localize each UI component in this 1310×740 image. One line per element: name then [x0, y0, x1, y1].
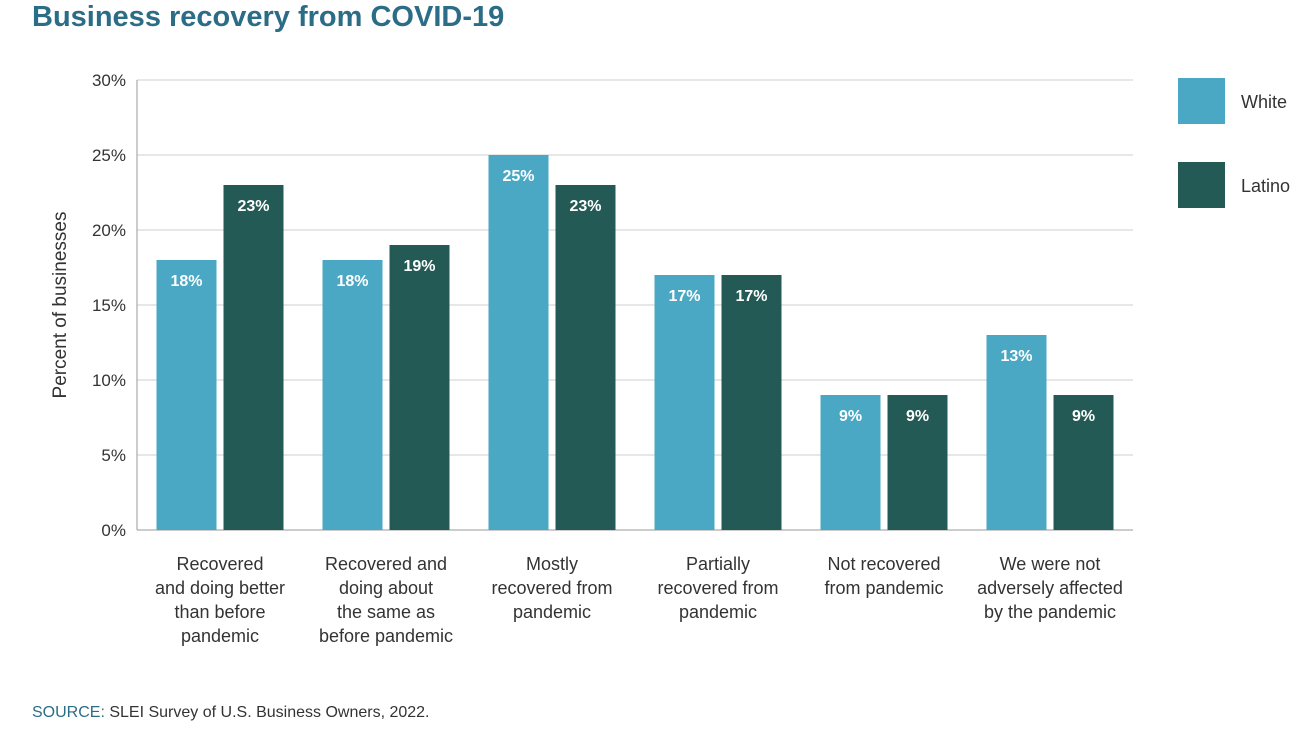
data-label: 17%: [735, 288, 767, 305]
data-label: 13%: [1000, 348, 1032, 365]
bar-white: [488, 155, 549, 530]
y-tick-label: 30%: [92, 71, 126, 90]
bar-white: [322, 260, 383, 530]
y-axis-label: Percent of businesses: [50, 212, 71, 399]
legend-label-white: White: [1241, 92, 1288, 112]
bar-white: [654, 275, 715, 530]
data-label: 17%: [668, 288, 700, 305]
legend: White Latino: [1178, 78, 1303, 218]
data-label: 9%: [839, 408, 862, 425]
legend-label-latino: Latino: [1241, 176, 1291, 196]
data-label: 18%: [170, 273, 202, 290]
source-text: SLEI Survey of U.S. Business Owners, 202…: [104, 704, 430, 721]
bar-latino: [223, 185, 284, 530]
data-label: 9%: [1072, 408, 1095, 425]
data-label: 25%: [502, 168, 534, 185]
x-category-label: Partially recovered from pandemic: [657, 554, 778, 622]
data-label: 23%: [237, 198, 269, 215]
bar-latino: [721, 275, 782, 530]
y-tick-label: 5%: [101, 446, 126, 465]
source-note: SOURCE: SLEI Survey of U.S. Business Own…: [32, 704, 430, 722]
x-category-label: Not recovered from pandemic: [824, 554, 943, 598]
bar-white: [156, 260, 217, 530]
y-tick-label: 25%: [92, 146, 126, 165]
gridlines: [136, 79, 1133, 531]
x-category-label: Recovered and doing better than before pand…: [155, 554, 285, 646]
bar-latino: [555, 185, 616, 530]
data-label: 19%: [403, 258, 435, 275]
legend-swatch-white: [1178, 78, 1225, 124]
bar-latino: [1053, 395, 1114, 530]
data-label: 23%: [569, 198, 601, 215]
y-axis-ticks: 0% 5% 10% 15% 20% 25% 30%: [92, 71, 126, 540]
y-tick-label: 15%: [92, 296, 126, 315]
x-category-label: We were not adversely affected by the pand…: [977, 554, 1123, 622]
y-tick-label: 0%: [101, 521, 126, 540]
legend-item-latino: Latino: [1178, 162, 1303, 208]
y-tick-label: 20%: [92, 221, 126, 240]
bar-white: [986, 335, 1047, 530]
bar-latino: [887, 395, 948, 530]
bar-latino: [389, 245, 450, 530]
x-category-label: Recovered and doing about the same as befor…: [319, 554, 453, 646]
data-label: 9%: [906, 408, 929, 425]
bar-white: [820, 395, 881, 530]
source-label: SOURCE:: [32, 704, 105, 721]
y-tick-label: 10%: [92, 371, 126, 390]
x-axis-categories: Recovered and doing better than before pand…: [155, 554, 1123, 646]
chart-title: Business recovery from COVID-19: [32, 1, 505, 33]
data-label: 18%: [336, 273, 368, 290]
legend-item-white: White: [1178, 78, 1303, 124]
x-category-label: Mostly recovered from pandemic: [491, 554, 612, 622]
bars: 18% 23% 18% 19% 25% 23% 17% 17% 9% 9% 13% 9%: [156, 155, 1114, 530]
legend-swatch-latino: [1178, 162, 1225, 208]
